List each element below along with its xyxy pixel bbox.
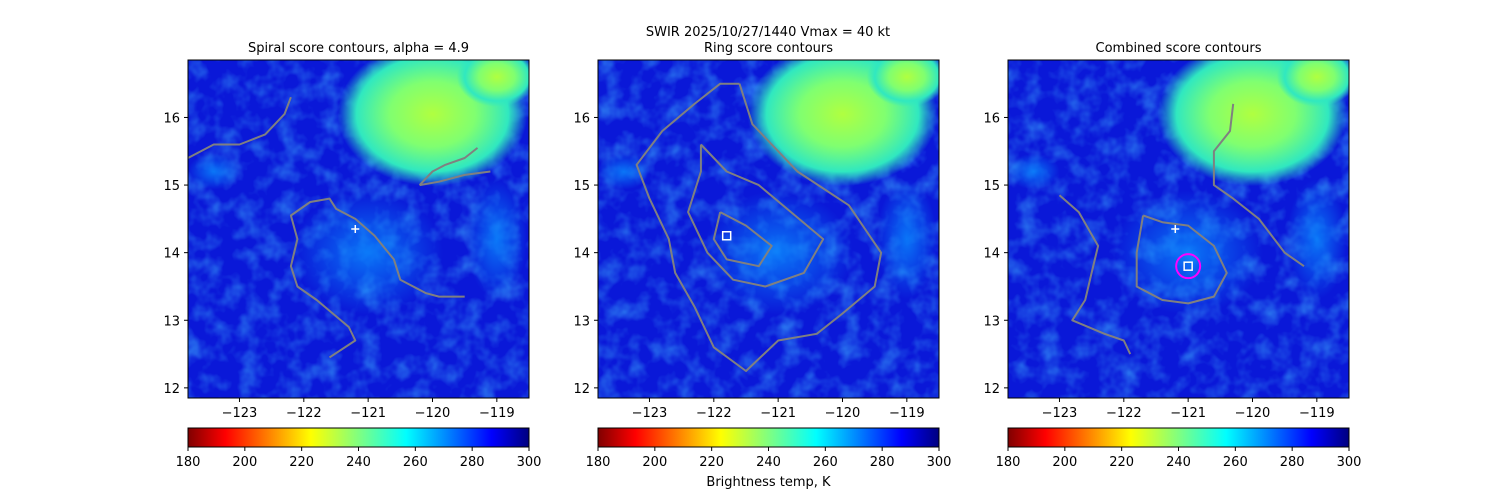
score-contour-2	[687, 143, 825, 288]
y-tick-label: 16	[163, 111, 180, 126]
center-plus-marker	[1171, 225, 1180, 233]
panel-2: Ring score contours −123 −122 −121 −120 −119 1…	[573, 41, 951, 490]
y-tick-label: 15	[983, 179, 1000, 194]
colorbar-tick-label: 300	[1337, 455, 1362, 470]
y-tick-label: 13	[573, 314, 590, 329]
y-tick-label: 14	[573, 247, 590, 262]
colorbar-tick-label: 280	[870, 455, 895, 470]
colorbar-tick-label: 200	[232, 455, 257, 470]
y-tick-label: 16	[983, 111, 1000, 126]
y-tick-label: 13	[983, 314, 1000, 329]
colorbar: 180 200 220 240 260 280 300	[176, 427, 542, 470]
colorbar-tick-label: 180	[176, 455, 201, 470]
y-tick-label: 12	[573, 382, 590, 397]
x-tick-label: −119	[1299, 406, 1335, 421]
center-circle-marker	[1175, 253, 1202, 280]
colorbar: 180 200 220 240 260 280 300 Brightness temp, K	[586, 427, 952, 490]
colorbar-tick-label: 220	[699, 455, 724, 470]
score-contour-4	[289, 197, 465, 359]
panel-title: Ring score contours	[704, 41, 833, 56]
suptitle: SWIR 2025/10/27/1440 Vmax = 40 kt	[646, 25, 890, 40]
colorbar-gradient	[187, 427, 530, 448]
colorbar-tick-label: 240	[1166, 455, 1191, 470]
score-contour-3	[712, 211, 773, 268]
y-tick-label: 15	[163, 179, 180, 194]
y-tick-label: 14	[983, 247, 1000, 262]
x-tick-label: −121	[760, 406, 796, 421]
center-square-marker	[721, 231, 732, 241]
colorbar-tick-label: 300	[927, 455, 952, 470]
colorbar-tick-label: 260	[813, 455, 838, 470]
center-square-marker	[1183, 261, 1193, 271]
y-tick-label: 12	[163, 382, 180, 397]
center-plus-marker	[351, 225, 360, 233]
x-tick-label: −120	[825, 406, 861, 421]
colorbar-tick-label: 240	[756, 455, 781, 470]
colorbar-tick-label: 200	[642, 455, 667, 470]
y-tick-label: 13	[163, 314, 180, 329]
y-tick-label: 14	[163, 247, 180, 262]
panel-title: Spiral score contours, alpha = 4.9	[248, 41, 469, 56]
score-contour-3	[1135, 214, 1228, 305]
y-tick-label: 16	[573, 111, 590, 126]
panel-title: Combined score contours	[1096, 41, 1262, 56]
axes-frame	[187, 59, 530, 399]
satellite-image	[598, 60, 939, 398]
colorbar: 180 200 220 240 260 280 300	[996, 427, 1362, 470]
colorbar-tick-label: 220	[1109, 455, 1134, 470]
x-tick-label: −121	[350, 406, 386, 421]
x-tick-label: −120	[415, 406, 451, 421]
colorbar-gradient	[597, 427, 940, 448]
colorbar-tick-label: 300	[517, 455, 542, 470]
colorbar-tick-label: 260	[403, 455, 428, 470]
score-contour-3	[419, 170, 491, 187]
colorbar-tick-label: 200	[1052, 455, 1077, 470]
x-tick-label: −123	[222, 406, 258, 421]
colorbar-tick-label: 280	[1280, 455, 1305, 470]
x-tick-label: −121	[1170, 406, 1206, 421]
colorbar-tick-label: 180	[996, 455, 1021, 470]
x-tick-label: −123	[1042, 406, 1078, 421]
x-tick-label: −119	[479, 406, 515, 421]
y-tick-label: 12	[983, 382, 1000, 397]
x-tick-label: −119	[889, 406, 925, 421]
colorbar-tick-label: 180	[586, 455, 611, 470]
x-tick-label: −122	[696, 406, 732, 421]
colorbar-tick-label: 280	[460, 455, 485, 470]
panel-3: Combined score contours −123 −122 −121 −120 −…	[983, 41, 1361, 470]
axes-frame	[597, 59, 940, 399]
colorbar-tick-label: 240	[346, 455, 371, 470]
satellite-image	[188, 60, 529, 398]
colorbar-label: Brightness temp, K	[706, 475, 831, 490]
score-contour-2	[1058, 194, 1132, 355]
score-contour-2	[418, 147, 479, 186]
x-tick-label: −122	[1106, 406, 1142, 421]
colorbar-tick-label: 220	[289, 455, 314, 470]
colorbar-gradient	[1007, 427, 1350, 448]
x-tick-label: −123	[632, 406, 668, 421]
score-contour-1	[1212, 103, 1305, 268]
panel-1: Spiral score contours, alpha = 4.9 −123 −1…	[163, 41, 541, 470]
colorbar-tick-label: 260	[1223, 455, 1248, 470]
satellite-image	[1008, 60, 1349, 398]
axes-frame	[1007, 59, 1350, 399]
score-contour-1	[635, 82, 883, 372]
y-tick-label: 15	[573, 179, 590, 194]
x-tick-label: −122	[286, 406, 322, 421]
x-tick-label: −120	[1235, 406, 1271, 421]
score-contour-1	[188, 96, 292, 159]
